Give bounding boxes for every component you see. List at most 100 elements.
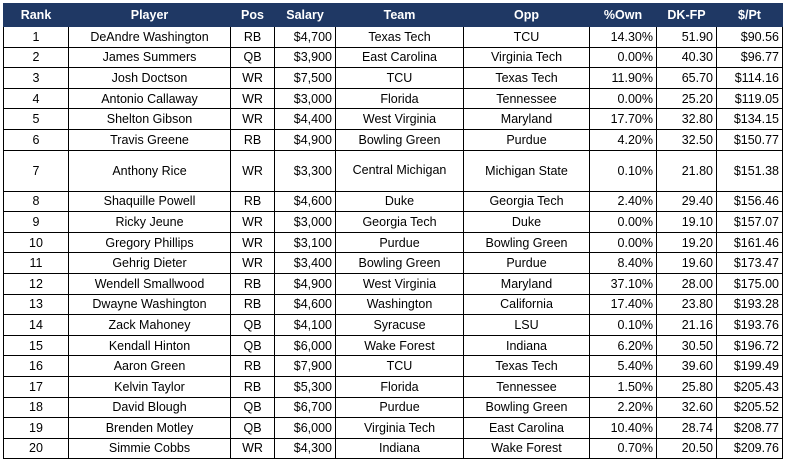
own-cell: 0.00% bbox=[589, 211, 657, 233]
per-pt-cell: $193.76 bbox=[716, 314, 783, 336]
own-cell: 37.10% bbox=[589, 272, 657, 295]
player-cell: Brenden Motley bbox=[68, 417, 231, 439]
salary-cell: $5,300 bbox=[274, 375, 336, 398]
dkfp-cell: 19.10 bbox=[656, 211, 717, 233]
dkfp-cell: 20.50 bbox=[656, 437, 717, 460]
rank-cell: 7 bbox=[3, 149, 69, 192]
own-cell: 2.20% bbox=[589, 396, 657, 419]
player-cell: Shaquille Powell bbox=[68, 190, 231, 213]
per-pt-cell: $90.56 bbox=[716, 26, 783, 48]
own-cell: 0.10% bbox=[589, 149, 657, 192]
rank-cell: 19 bbox=[3, 417, 69, 439]
salary-cell: $6,000 bbox=[274, 417, 336, 439]
per-pt-cell: $199.49 bbox=[716, 355, 783, 377]
dkfp-cell: 32.50 bbox=[656, 128, 717, 151]
rank-cell: 2 bbox=[3, 46, 69, 69]
per-pt-cell: $193.28 bbox=[716, 293, 783, 316]
per-pt-cell: $114.16 bbox=[716, 67, 783, 89]
per-pt-cell: $205.43 bbox=[716, 375, 783, 398]
team-cell: Duke bbox=[335, 190, 464, 213]
player-table: Rank Player Pos Salary Team Opp %Own DK-FP $/Pt … bbox=[3, 3, 783, 460]
player-cell: Ricky Jeune bbox=[68, 211, 231, 233]
rank-cell: 12 bbox=[3, 272, 69, 295]
team-cell: Florida bbox=[335, 375, 464, 398]
team-cell: West Virginia bbox=[335, 108, 464, 130]
pos-cell: WR bbox=[230, 87, 275, 110]
rank-cell: 3 bbox=[3, 67, 69, 89]
salary-cell: $4,600 bbox=[274, 293, 336, 316]
dkfp-cell: 65.70 bbox=[656, 67, 717, 89]
table-row: 15 Kendall Hinton QB $6,000 Wake Forest India… bbox=[3, 334, 783, 357]
team-cell: Purdue bbox=[335, 231, 464, 254]
header-salary: Salary bbox=[274, 3, 336, 27]
pos-cell: WR bbox=[230, 149, 275, 192]
team-cell: Purdue bbox=[335, 396, 464, 419]
pos-cell: WR bbox=[230, 211, 275, 233]
pos-cell: WR bbox=[230, 437, 275, 460]
team-cell: Virginia Tech bbox=[335, 417, 464, 439]
opp-cell: Texas Tech bbox=[463, 67, 590, 89]
pos-cell: QB bbox=[230, 334, 275, 357]
per-pt-cell: $156.46 bbox=[716, 190, 783, 213]
player-cell: Travis Greene bbox=[68, 128, 231, 151]
pos-cell: WR bbox=[230, 231, 275, 254]
header-own: %Own bbox=[589, 3, 657, 27]
dkfp-cell: 40.30 bbox=[656, 46, 717, 69]
team-cell: TCU bbox=[335, 355, 464, 377]
per-pt-cell: $151.38 bbox=[716, 149, 783, 192]
rank-cell: 15 bbox=[3, 334, 69, 357]
rank-cell: 6 bbox=[3, 128, 69, 151]
table-row: 4 Antonio Callaway WR $3,000 Florida Tennesse… bbox=[3, 87, 783, 110]
table-row: 1 DeAndre Washington RB $4,700 Texas Tech TCU… bbox=[3, 26, 783, 48]
team-cell: TCU bbox=[335, 67, 464, 89]
table-row: 20 Simmie Cobbs WR $4,300 Indiana Wake Forest… bbox=[3, 437, 783, 460]
salary-cell: $3,900 bbox=[274, 46, 336, 69]
opp-cell: Maryland bbox=[463, 272, 590, 295]
dkfp-cell: 25.20 bbox=[656, 87, 717, 110]
table-row: 6 Travis Greene RB $4,900 Bowling Green Purdu… bbox=[3, 128, 783, 151]
dkfp-cell: 19.20 bbox=[656, 231, 717, 254]
table-row: 16 Aaron Green RB $7,900 TCU Texas Tech 5.40% 3… bbox=[3, 355, 783, 377]
per-pt-cell: $205.52 bbox=[716, 396, 783, 419]
team-cell: Texas Tech bbox=[335, 26, 464, 48]
pos-cell: RB bbox=[230, 293, 275, 316]
opp-cell: Michigan State bbox=[463, 149, 590, 192]
opp-cell: Bowling Green bbox=[463, 231, 590, 254]
salary-cell: $4,900 bbox=[274, 272, 336, 295]
player-cell: Zack Mahoney bbox=[68, 314, 231, 336]
rank-cell: 14 bbox=[3, 314, 69, 336]
per-pt-cell: $161.46 bbox=[716, 231, 783, 254]
table-row: 8 Shaquille Powell RB $4,600 Duke Georgia Tec… bbox=[3, 190, 783, 213]
player-cell: Shelton Gibson bbox=[68, 108, 231, 130]
opp-cell: Tennessee bbox=[463, 375, 590, 398]
team-cell: Syracuse bbox=[335, 314, 464, 336]
pos-cell: WR bbox=[230, 252, 275, 274]
table-row: 5 Shelton Gibson WR $4,400 West Virginia Mary… bbox=[3, 108, 783, 130]
team-cell: Wake Forest bbox=[335, 334, 464, 357]
table-row: 14 Zack Mahoney QB $4,100 Syracuse LSU 0.10% 21… bbox=[3, 314, 783, 336]
player-cell: Gehrig Dieter bbox=[68, 252, 231, 274]
team-cell: Florida bbox=[335, 87, 464, 110]
own-cell: 0.00% bbox=[589, 231, 657, 254]
salary-cell: $4,900 bbox=[274, 128, 336, 151]
rank-cell: 1 bbox=[3, 26, 69, 48]
salary-cell: $4,300 bbox=[274, 437, 336, 460]
header-opp: Opp bbox=[463, 3, 590, 27]
per-pt-cell: $173.47 bbox=[716, 252, 783, 274]
salary-cell: $6,000 bbox=[274, 334, 336, 357]
player-cell: Josh Doctson bbox=[68, 67, 231, 89]
opp-cell: East Carolina bbox=[463, 417, 590, 439]
dkfp-cell: 23.80 bbox=[656, 293, 717, 316]
own-cell: 0.00% bbox=[589, 87, 657, 110]
opp-cell: California bbox=[463, 293, 590, 316]
table-row: 7 Anthony Rice WR $3,300 Central Michigan Mic… bbox=[3, 149, 783, 192]
rank-cell: 17 bbox=[3, 375, 69, 398]
team-cell: Washington bbox=[335, 293, 464, 316]
salary-cell: $4,600 bbox=[274, 190, 336, 213]
dkfp-cell: 19.60 bbox=[656, 252, 717, 274]
header-player: Player bbox=[68, 3, 231, 27]
table-row: 11 Gehrig Dieter WR $3,400 Bowling Green Purd… bbox=[3, 252, 783, 274]
own-cell: 8.40% bbox=[589, 252, 657, 274]
player-cell: James Summers bbox=[68, 46, 231, 69]
player-cell: Wendell Smallwood bbox=[68, 272, 231, 295]
